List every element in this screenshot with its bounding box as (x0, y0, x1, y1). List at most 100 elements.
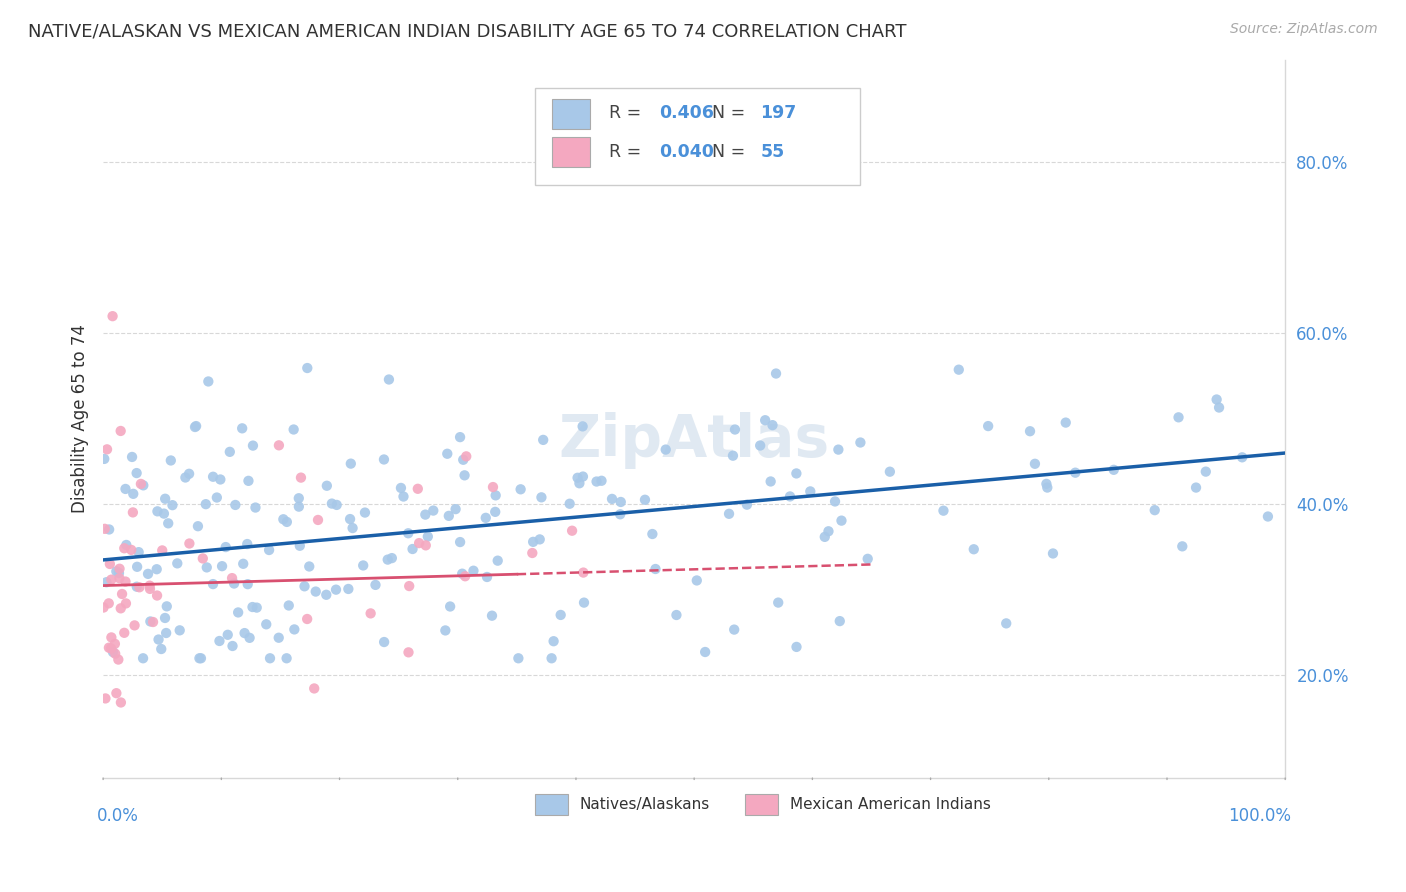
Point (1042, 546, 1064, 560)
Point (481, 608, 503, 623)
Point (451, 566, 474, 581)
Point (101, 645, 124, 659)
Point (398, 645, 420, 659)
Point (169, 624, 191, 638)
Point (98, 557, 121, 571)
Point (1035, 476, 1057, 491)
Point (799, 484, 821, 499)
Point (766, 596, 789, 610)
Point (97, 640, 120, 655)
Point (232, 557, 254, 571)
Point (273, 512, 295, 526)
Point (641, 527, 664, 541)
Point (100, 573, 122, 587)
Point (124, 618, 146, 632)
Point (97, 596, 120, 610)
Point (236, 537, 259, 551)
FancyBboxPatch shape (553, 137, 591, 168)
Point (321, 497, 343, 511)
Point (259, 651, 281, 665)
Point (977, 419, 1000, 434)
Point (114, 482, 136, 496)
Point (122, 505, 145, 519)
Point (166, 557, 188, 571)
Point (463, 564, 485, 578)
Point (108, 566, 131, 580)
Point (128, 580, 150, 594)
Point (830, 514, 852, 528)
Point (205, 491, 228, 505)
Point (115, 538, 138, 552)
Point (1019, 424, 1042, 438)
Point (484, 505, 506, 519)
Point (817, 524, 839, 539)
Point (288, 491, 311, 506)
Point (415, 508, 437, 522)
Point (723, 623, 745, 637)
Text: Mexican American Indians: Mexican American Indians (790, 797, 991, 812)
Point (665, 607, 688, 622)
Point (222, 576, 245, 591)
Point (827, 442, 849, 457)
Point (145, 562, 167, 576)
Point (439, 599, 461, 614)
Point (474, 511, 496, 525)
Point (482, 480, 505, 494)
Point (283, 623, 305, 637)
Point (785, 467, 807, 481)
Point (721, 449, 744, 463)
Point (136, 566, 159, 581)
Point (1171, 539, 1194, 553)
Point (110, 424, 132, 438)
Point (340, 457, 363, 471)
Point (239, 631, 262, 645)
Point (221, 571, 243, 585)
Point (1143, 503, 1166, 517)
Point (127, 559, 149, 574)
Point (995, 616, 1018, 631)
Point (453, 468, 475, 483)
Point (485, 488, 508, 502)
Point (828, 614, 851, 628)
Point (254, 617, 277, 632)
Point (139, 582, 162, 596)
Point (277, 599, 299, 613)
Point (112, 541, 135, 556)
Point (267, 631, 290, 645)
Point (1167, 410, 1189, 425)
Point (202, 469, 225, 483)
Point (162, 498, 184, 512)
Point (398, 579, 420, 593)
Point (177, 467, 200, 481)
Point (155, 626, 177, 640)
Point (571, 419, 593, 434)
Point (231, 421, 253, 435)
Point (849, 435, 872, 450)
Point (761, 418, 783, 433)
Point (195, 560, 218, 574)
Point (509, 483, 531, 497)
Point (120, 542, 142, 557)
FancyBboxPatch shape (534, 88, 859, 186)
Point (157, 516, 180, 531)
Point (401, 541, 423, 556)
Point (190, 651, 212, 665)
Point (786, 640, 808, 654)
Point (1195, 465, 1218, 479)
Point (325, 582, 347, 597)
Point (108, 562, 131, 576)
Point (153, 611, 176, 625)
Point (396, 526, 419, 541)
Point (339, 512, 361, 526)
Point (290, 470, 312, 484)
Point (373, 635, 395, 649)
FancyBboxPatch shape (553, 99, 591, 129)
Point (226, 606, 249, 620)
Point (295, 612, 318, 626)
Point (257, 543, 280, 558)
Point (121, 450, 143, 464)
Point (94, 691, 117, 706)
Point (307, 513, 329, 527)
Point (522, 534, 544, 549)
Point (779, 490, 801, 504)
